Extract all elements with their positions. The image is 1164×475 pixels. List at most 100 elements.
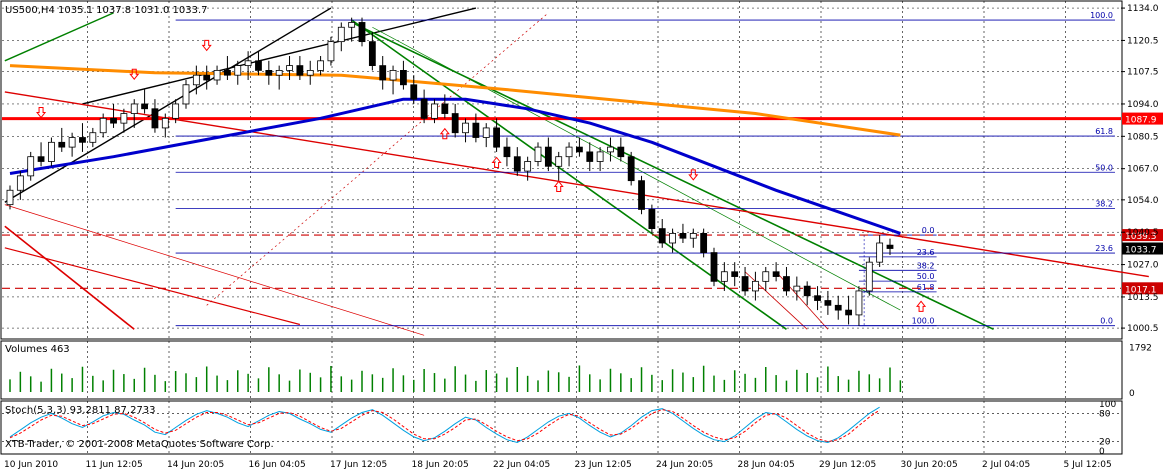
price-tick-label: 1013.5: [1127, 293, 1159, 303]
candle-body: [286, 65, 293, 71]
fractal-arrow-down: [36, 107, 47, 119]
candle-body: [803, 285, 811, 297]
candle-body: [172, 103, 180, 119]
channel-black-lower: [4, 7, 332, 203]
fibo-small-label: 38.2: [917, 261, 935, 270]
price-tick-label: 1054.0: [1127, 196, 1159, 206]
moving-average-line: [9, 64, 901, 137]
candle-body: [710, 252, 718, 282]
candle-body: [503, 146, 511, 158]
candle-body: [482, 127, 490, 138]
fractal-arrow-down: [129, 68, 140, 80]
fractal-arrow-up: [491, 156, 502, 168]
candle-body: [865, 261, 873, 292]
candle-body: [720, 271, 728, 282]
candle-body: [586, 151, 594, 162]
price-level-tag-label: 1039.3: [1125, 232, 1157, 242]
candle-body: [348, 22, 356, 28]
candle-body: [410, 84, 418, 100]
price-tick-label: 1107.5: [1127, 68, 1159, 78]
channel-green-mid: [372, 26, 901, 311]
candle-body: [783, 276, 790, 292]
candle-body: [120, 113, 128, 124]
candlesticks: [6, 17, 894, 326]
current-price-label: 1033.7: [1125, 246, 1157, 256]
price-tick-label: 1000.5: [1127, 324, 1159, 334]
stoch-title: Stoch(5,3,3) 93.2811 87.2733: [5, 405, 156, 416]
candle-body: [389, 70, 397, 81]
candle-body: [689, 233, 697, 239]
candle-body: [845, 309, 852, 316]
candle-body: [669, 233, 676, 244]
stoch-tick-label: 0: [1099, 447, 1105, 457]
time-tick-label: 24 Jun 20:05: [656, 460, 713, 470]
trend-red-main: [4, 91, 1149, 278]
candle-body: [16, 175, 24, 191]
candle-body: [793, 285, 801, 292]
stoch-main-line: [9, 406, 880, 444]
price-tick-label: 1134.0: [1127, 4, 1159, 14]
fractal-arrow-up: [553, 180, 564, 192]
fibo-level-label: 38.2: [1095, 199, 1113, 208]
candle-body: [638, 180, 645, 210]
candle-body: [607, 146, 614, 153]
candle-body: [89, 132, 97, 143]
trend-red-steep: [4, 225, 135, 330]
candle-body: [834, 304, 842, 311]
candle-body: [596, 151, 604, 162]
candle-body: [762, 271, 770, 282]
candle-body: [48, 141, 55, 162]
main-header: US500,H4 1035.1 1037.8 1031.0 1033.7: [5, 5, 208, 16]
price-level-tag: [1122, 282, 1163, 295]
volume-bars: [9, 365, 902, 392]
candle-body: [451, 113, 459, 134]
time-tick-label: 17 Jun 12:05: [330, 460, 387, 470]
stoch-tick-label: 80: [1099, 409, 1111, 419]
fibo-small-label: 0.0: [922, 226, 935, 235]
price-axis: 1134.0 1120.5 1107.5 1094.0 1080.5 1067.0 1054…: [1099, 4, 1159, 457]
candle-body: [752, 280, 759, 292]
time-axis: 10 Jun 2010 11 Jun 12:05 14 Jun 20:05 16 Ju…: [4, 460, 1112, 470]
candle-body: [192, 74, 200, 86]
fibo-level-label: 23.6: [1095, 244, 1113, 253]
candle-body: [99, 117, 107, 134]
copyright-text: XTB-Trader, © 2001-2008 MetaQuotes Softw…: [5, 439, 274, 450]
candle-body: [224, 70, 231, 76]
time-tick-label: 2 Jul 04:05: [982, 460, 1030, 470]
candle-body: [534, 146, 542, 162]
candle-body: [617, 146, 625, 158]
candle-body: [182, 84, 190, 105]
candle-body: [213, 70, 221, 81]
candle-body: [368, 41, 376, 67]
candle-body: [337, 26, 345, 43]
price-tick-label: 1067.0: [1127, 165, 1159, 175]
price-level-tag-label: 1087.9: [1125, 116, 1157, 126]
time-tick-label: 22 Jun 04:05: [493, 460, 550, 470]
time-tick-label: 23 Jun 12:05: [575, 460, 632, 470]
fibo-level-label: 61.8: [1095, 127, 1113, 136]
candle-body: [79, 137, 86, 143]
candle-body: [441, 103, 449, 114]
fibo-level-label: 0.0: [1100, 317, 1113, 326]
candle-body: [110, 117, 117, 124]
fractal-arrow-down: [201, 39, 212, 52]
candle-body: [555, 156, 563, 167]
moving-average-line: [9, 97, 901, 235]
candle-body: [544, 146, 552, 167]
candle-body: [130, 103, 138, 114]
candle-body: [565, 146, 573, 158]
candle-body: [161, 117, 169, 129]
candle-body: [524, 161, 532, 172]
candle-body: [255, 60, 262, 71]
price-tick-label: 1080.5: [1127, 132, 1159, 142]
fibo-level-label: 100.0: [1090, 11, 1113, 20]
volume-tick-label: 0: [1129, 389, 1135, 399]
candle-body: [244, 60, 252, 67]
volume-tick-label: 1792: [1129, 344, 1152, 354]
candle-body: [296, 65, 304, 76]
fractal-arrow-up: [439, 127, 450, 140]
fractal-arrow-up: [916, 300, 927, 312]
candle-body: [275, 70, 283, 76]
candle-body: [37, 156, 45, 162]
time-tick-label: 28 Jun 04:05: [738, 460, 795, 470]
